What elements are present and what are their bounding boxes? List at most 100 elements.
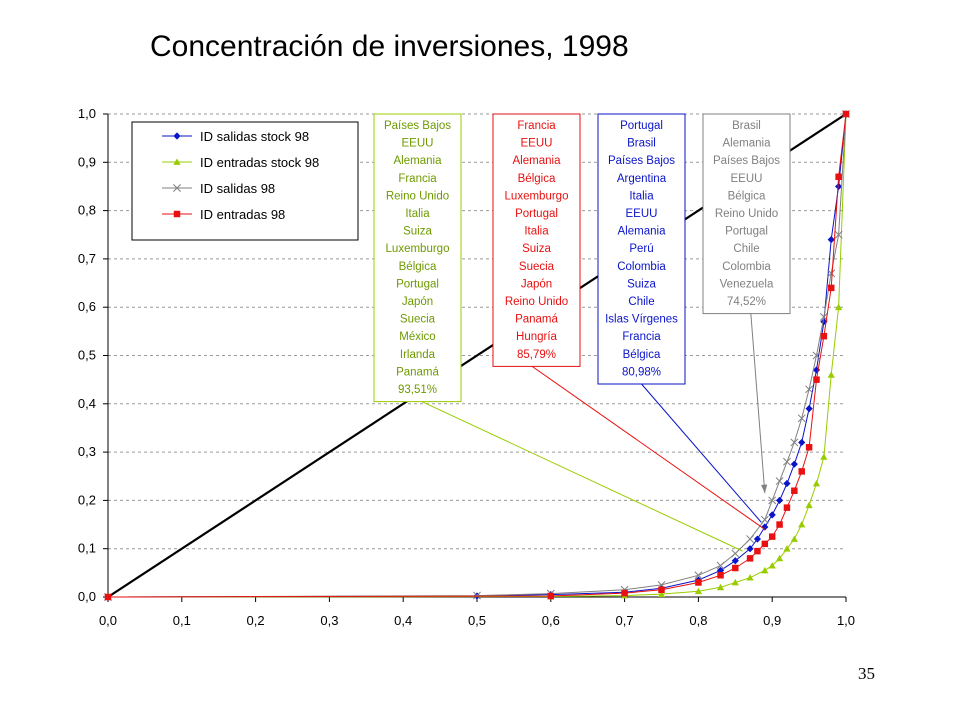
data-point [761,523,769,531]
annotation-text: Portugal [620,120,663,132]
data-point [835,182,843,191]
data-point [783,457,791,466]
annotation-text: Portugal [396,278,439,290]
annotation-text: Alemania [513,155,562,167]
annotation-frame [597,113,686,385]
series-line [107,113,847,598]
data-point [791,487,798,494]
x-tick-label: 0,3 [320,613,338,628]
data-point [746,574,754,581]
data-point [768,511,776,519]
annotation-text: Países Bajos [713,155,780,167]
data-point [812,366,821,374]
annotation-frame [492,113,581,367]
annotation-text: Brasil [627,138,656,150]
data-point [746,545,754,553]
annotation-text: Suecia [519,261,555,273]
data-point [761,566,769,574]
data-point [761,540,769,548]
x-tick-label: 0,4 [394,613,412,628]
data-point [805,444,813,451]
annotation-text: Portugal [725,226,768,238]
annotation-text: Reino Unido [715,208,778,220]
annotation-text: Francia [622,331,661,343]
data-point [813,376,820,383]
annotation-text: Italia [405,208,430,220]
annotation-text: Panamá [515,314,558,326]
legend-box [131,121,359,241]
data-point [790,535,798,542]
legend-marker [173,184,181,192]
data-point [812,351,821,360]
series-3 [104,110,850,601]
annotation-text: Suecia [400,314,436,326]
chart-title: Concentración de inversiones, 1998 [150,30,629,63]
y-tick-label: 0,1 [78,541,96,556]
data-point [797,414,806,423]
annotation-text: Francia [517,120,556,132]
data-point [783,479,791,488]
data-point [716,561,725,570]
y-tick-label: 0,6 [78,299,96,314]
annotation-text: Reino Unido [505,296,568,308]
series-line [107,113,847,598]
data-point [657,590,666,597]
y-tick-label: 0,2 [78,492,96,507]
data-point [775,477,784,486]
data-point [820,453,828,460]
data-point [827,371,835,378]
data-point [732,564,739,572]
annotation-frame [702,113,791,315]
data-point [717,572,724,579]
annotation-text: Italia [629,190,654,202]
y-tick-label: 0,9 [78,154,96,169]
annotation-text: Japón [521,278,552,290]
annotation-text: Chile [628,296,654,308]
data-point [731,549,740,558]
annotation-pointer [750,313,766,494]
annotation-text: EEUU [521,138,553,150]
annotation-text: Argentina [617,173,667,185]
data-point [760,515,769,524]
legend-label: ID entradas 98 [200,207,285,222]
data-point [842,110,850,118]
data-point [798,520,806,528]
data-point [790,438,799,447]
annotation-text: 85,79% [517,349,556,361]
data-point [731,578,739,586]
pointer-arrowhead [761,484,768,494]
legend-marker [173,132,181,140]
annotation-text: Bélgica [623,349,661,361]
data-point [827,269,836,278]
x-tick-label: 0,7 [616,613,634,628]
series-4 [104,110,850,601]
data-point [746,535,755,543]
data-point [658,586,665,593]
data-point [776,521,783,528]
annotation-text: 74,52% [727,296,766,308]
data-point [835,303,843,311]
data-point [768,562,776,569]
data-point [798,438,806,447]
annotation-text: Colombia [722,261,771,273]
y-tick-label: 0,4 [78,396,96,411]
annotation-text: 80,98% [622,366,661,378]
data-point [694,571,703,580]
annotation-text: Bélgica [518,173,556,185]
x-tick-label: 0,1 [173,613,191,628]
data-point [783,504,791,511]
annotation-text: Países Bajos [384,120,451,132]
annotation-text: Reino Unido [386,190,449,202]
annotation-text: Perú [629,243,653,255]
annotation-text: Alemania [618,226,667,238]
annotation-box-4: Brasil Alemania Países Bajos EEUU Bélgica Rei… [702,113,791,494]
legend-label: ID salidas stock 98 [200,129,309,144]
annotation-text: Alemania [723,138,772,150]
x-tick-label: 0,2 [247,613,265,628]
data-point [775,554,784,562]
x-tick-label: 0,5 [468,613,486,628]
page-number: 35 [858,664,875,683]
y-tick-label: 0,3 [78,444,96,459]
legend-marker [173,210,181,218]
